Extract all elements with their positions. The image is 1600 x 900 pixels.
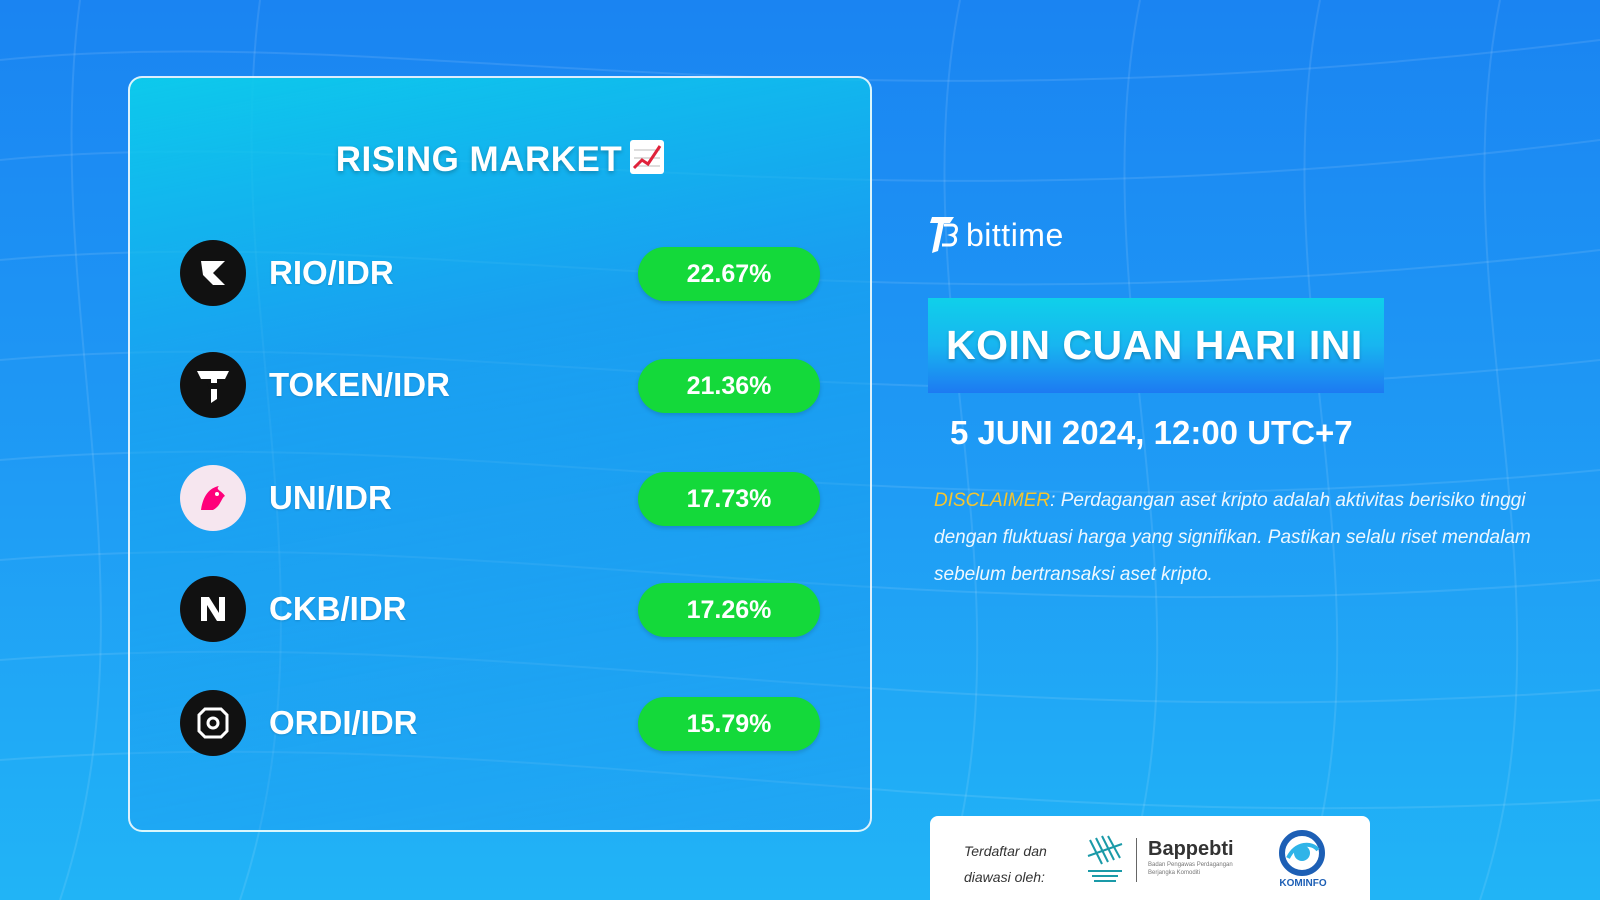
divider <box>1136 838 1137 882</box>
list-item[interactable]: UNI/IDR 17.73% <box>180 465 820 531</box>
rio-icon <box>180 240 246 306</box>
list-item[interactable]: CKB/IDR 17.26% <box>180 576 820 642</box>
pair-label: ORDI/IDR <box>269 704 418 741</box>
pair-label: UNI/IDR <box>269 479 392 516</box>
change-badge: 22.67% <box>638 247 820 301</box>
date-label: 5 JUNI 2024, 12:00 UTC+7 <box>950 414 1353 451</box>
kominfo-label: KOMINFO <box>1279 878 1327 889</box>
bittime-logo-icon <box>928 211 958 260</box>
list-item[interactable]: ORDI/IDR 15.79% <box>180 690 820 756</box>
change-badge: 15.79% <box>638 697 820 751</box>
regulator-footer: Terdaftar dan diawasi oleh: Bappebti Bad… <box>930 816 1370 900</box>
list-item[interactable]: TOKEN/IDR 21.36% <box>180 352 820 418</box>
uniswap-icon <box>180 465 246 531</box>
card-title: RISING MARKET <box>128 140 872 180</box>
disclaimer: DISCLAIMER: Perdagangan aset kripto adal… <box>934 482 1534 593</box>
pair-label: RIO/IDR <box>269 254 394 291</box>
kemendag-logo-icon <box>1082 830 1128 886</box>
nervos-icon <box>180 576 246 642</box>
chart-increasing-icon <box>630 140 665 174</box>
bappebti-subtitle: Badan Pengawas Perdagangan Berjangka Kom… <box>1148 862 1233 876</box>
change-badge: 17.73% <box>638 472 820 526</box>
ordi-icon <box>180 690 246 756</box>
bappebti-logo: Bappebti Badan Pengawas Perdagangan Berj… <box>1148 838 1258 877</box>
registered-line-2: diawasi oleh: <box>964 869 1045 885</box>
pair-label: CKB/IDR <box>269 590 407 627</box>
disclaimer-label: DISCLAIMER <box>934 490 1051 511</box>
registered-text: Terdaftar dan diawasi oleh: <box>964 838 1047 890</box>
disclaimer-text: : Perdagangan aset kripto adalah aktivit… <box>934 490 1531 585</box>
pair-label: TOKEN/IDR <box>269 366 450 403</box>
bappebti-name: Bappebti <box>1148 838 1234 860</box>
card-title-text: RISING MARKET <box>335 140 623 179</box>
page-title: KOIN CUAN HARI INI <box>928 298 1384 393</box>
brand: bittime <box>928 212 1064 258</box>
tokenfi-icon <box>180 352 246 418</box>
registered-line-1: Terdaftar dan <box>964 843 1047 859</box>
change-badge: 21.36% <box>638 359 820 413</box>
change-badge: 17.26% <box>638 583 820 637</box>
kominfo-logo-icon <box>1276 828 1328 892</box>
brand-name: bittime <box>966 216 1064 253</box>
list-item[interactable]: RIO/IDR 22.67% <box>180 240 820 306</box>
